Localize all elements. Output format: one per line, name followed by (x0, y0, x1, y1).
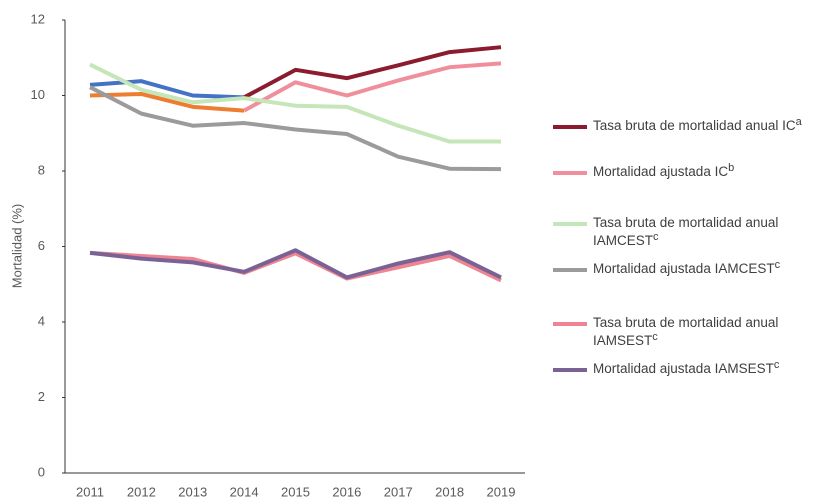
legend-label-box: Mortalidad ajustada IAMSESTc (593, 360, 808, 378)
legend-superscript: c (652, 331, 658, 343)
series-line (243, 61, 502, 113)
y-tick-label: 4 (38, 313, 45, 328)
y-tick-label: 10 (31, 87, 45, 102)
legend-label: Tasa bruta de mortalidad anual IAMSEST (593, 315, 779, 348)
x-tick-label: 2016 (332, 484, 361, 499)
legend-swatch (553, 268, 587, 272)
legend-superscript: c (653, 231, 659, 243)
y-tick-label: 8 (38, 162, 45, 177)
x-tick-label: 2013 (178, 484, 207, 499)
x-tick-label: 2017 (384, 484, 413, 499)
legend-superscript: c (774, 259, 781, 271)
y-tick-label: 12 (31, 11, 45, 26)
legend-item: Tasa bruta de mortalidad anual ICa (553, 117, 813, 135)
x-tick-label: 2019 (487, 484, 516, 499)
series-line (89, 62, 501, 144)
legend-superscript: b (728, 162, 735, 174)
legend-superscript: c (773, 359, 780, 371)
legend-swatch (553, 125, 587, 129)
legend-label: Mortalidad ajustada IC (593, 164, 729, 179)
y-tick-label: 2 (38, 389, 45, 404)
legend-item: Mortalidad ajustada ICb (553, 163, 813, 181)
legend-superscript: a (795, 116, 802, 128)
series-line (89, 248, 502, 280)
legend-item: Mortalidad ajustada IAMCESTc (553, 260, 813, 278)
legend-swatch (553, 322, 587, 326)
legend-label: Tasa bruta de mortalidad anual IAMCEST (593, 215, 779, 248)
legend-label: Mortalidad ajustada IAMCEST (593, 261, 775, 276)
series-line (89, 250, 502, 283)
legend-label-box: Mortalidad ajustada ICb (593, 163, 808, 181)
legend-swatch (553, 222, 587, 226)
legend-swatch (553, 171, 587, 175)
y-tick-label: 0 (38, 464, 45, 479)
series-line (89, 85, 502, 172)
x-tick-label: 2015 (281, 484, 310, 499)
legend-label-box: Tasa bruta de mortalidad anual ICa (593, 117, 808, 135)
series-line (89, 79, 245, 100)
legend-label: Mortalidad ajustada IAMSEST (593, 361, 774, 376)
legend-label-box: Tasa bruta de mortalidad anual IAMSESTc (593, 314, 808, 350)
x-tick-label: 2012 (127, 484, 156, 499)
legend-label: Tasa bruta de mortalidad anual IC (593, 118, 796, 133)
x-tick-label: 2014 (230, 484, 259, 499)
y-axis-label: Mortalidad (%) (9, 204, 24, 289)
legend-item: Tasa bruta de mortalidad anual IAMSESTc (553, 314, 813, 350)
legend-label-box: Tasa bruta de mortalidad anual IAMCESTc (593, 214, 808, 250)
series-line (243, 45, 502, 100)
legend-item: Tasa bruta de mortalidad anual IAMCESTc (553, 214, 813, 250)
y-tick-label: 6 (38, 238, 45, 253)
legend-label-box: Mortalidad ajustada IAMCESTc (593, 260, 808, 278)
legend-swatch (553, 368, 587, 372)
x-tick-label: 2018 (435, 484, 464, 499)
series-line (89, 91, 245, 113)
x-tick-label: 2011 (76, 484, 104, 499)
legend-item: Mortalidad ajustada IAMSESTc (553, 360, 813, 378)
